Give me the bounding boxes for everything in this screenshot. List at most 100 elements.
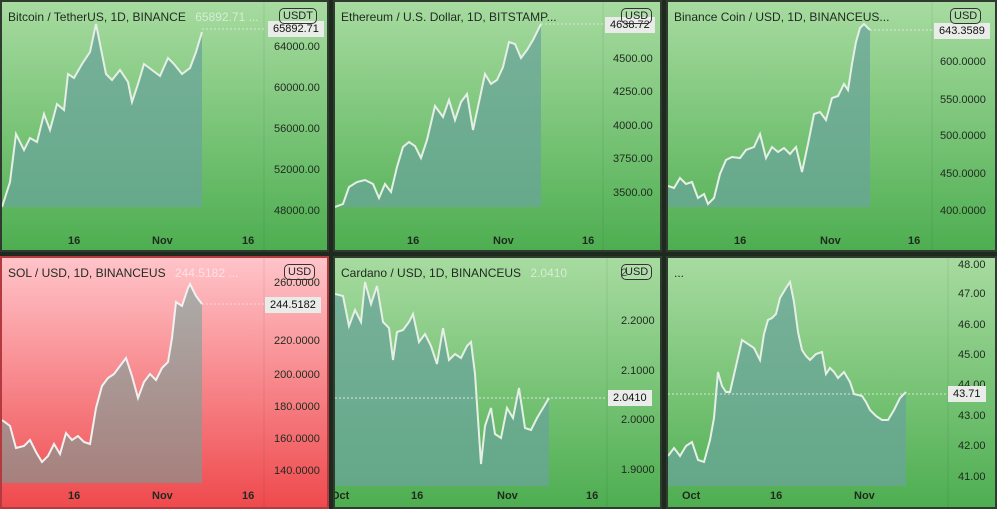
y-tick: 60000.00 [274, 82, 320, 94]
y-tick: 1.9000 [621, 464, 655, 476]
y-tick: 2.2000 [621, 315, 655, 327]
x-tick: 16 [407, 235, 419, 247]
price-line [2, 281, 203, 464]
y-tick: 48000.00 [274, 205, 320, 217]
symbol-last-price: 244.5182 ... [174, 266, 239, 280]
x-tick: Nov [854, 490, 876, 502]
symbol-title[interactable]: Binance Coin / USD, 1D, BINANCEUS... [674, 10, 889, 24]
price-line [335, 281, 550, 465]
x-tick: 16 [582, 235, 594, 247]
price-line [2, 23, 203, 208]
currency-badge[interactable]: USD [950, 8, 982, 24]
x-tick: 16 [734, 235, 746, 247]
currency-badge[interactable]: USD [621, 8, 653, 24]
y-tick: 4500.00 [613, 53, 653, 65]
x-tick: Nov [820, 235, 842, 247]
last-price-tag: 2.0410 [608, 390, 652, 406]
symbol-title[interactable]: ... [674, 266, 684, 280]
price-area [335, 282, 549, 486]
chart-panel-sol[interactable]: 260.0000 220.0000 200.0000 180.0000 160.… [0, 256, 329, 509]
last-price-tag: 244.5182 [265, 297, 321, 313]
x-tick: 16 [68, 235, 80, 247]
symbol-last-price: 65892.71 ... [195, 10, 259, 24]
x-tick: 16 [908, 235, 920, 247]
currency-badge[interactable]: USD [284, 264, 316, 280]
y-tick: 260.0000 [274, 277, 320, 289]
x-tick: Nov [152, 235, 174, 247]
y-tick: 4000.00 [613, 120, 653, 132]
chart-panel-binance-coin[interactable]: 600.0000 550.0000 500.0000 450.0000 400.… [666, 0, 997, 252]
y-tick: 3750.00 [613, 153, 653, 165]
chart-svg: 48.00 47.00 46.00 45.00 44.00 43.00 42.0… [668, 258, 986, 507]
y-tick: 400.0000 [940, 205, 986, 217]
y-tick: 4250.00 [613, 86, 653, 98]
y-tick: 56000.00 [274, 123, 320, 135]
x-tick: 16 [586, 490, 598, 502]
y-tick: 140.0000 [274, 465, 320, 477]
y-tick: 450.0000 [940, 168, 986, 180]
chart-svg: 64000.00 60000.00 56000.00 52000.00 4800… [2, 2, 320, 250]
last-price-tag: 65892.71 [268, 21, 324, 37]
symbol-last-price: 2.0410 [530, 266, 568, 280]
chart-svg: 600.0000 550.0000 500.0000 450.0000 400.… [668, 2, 986, 250]
symbol-title-text: Binance Coin / USD, 1D, BINANCEUS... [674, 10, 890, 24]
symbol-title[interactable]: Cardano / USD, 1D, BINANCEUS 2.0410 [341, 266, 567, 280]
y-tick: 47.00 [958, 288, 986, 300]
y-tick: 2.1000 [621, 365, 655, 377]
symbol-title-text: Bitcoin / TetherUS, 1D, BINANCE [8, 10, 186, 24]
x-tick: Oct [682, 490, 701, 502]
x-tick: 16 [242, 490, 254, 502]
x-tick: Nov [497, 490, 519, 502]
currency-badge[interactable]: USDT [279, 8, 317, 24]
x-tick: Oct [335, 490, 350, 502]
y-tick: 2 [621, 267, 627, 279]
last-price-tag: 643.3589 [934, 23, 990, 39]
y-tick: 64000.00 [274, 41, 320, 53]
y-tick: 160.0000 [274, 433, 320, 445]
x-tick: 16 [411, 490, 423, 502]
currency-badge[interactable]: USD [621, 264, 653, 280]
symbol-title[interactable]: Ethereum / U.S. Dollar, 1D, BITSTAMP... [341, 10, 557, 24]
chart-svg: 4500.00 4250.00 4000.00 3750.00 3500.00 … [335, 2, 653, 250]
y-tick: 550.0000 [940, 94, 986, 106]
x-tick: 16 [68, 490, 80, 502]
price-area [335, 24, 541, 207]
price-line [668, 22, 871, 206]
symbol-title-text: Cardano / USD, 1D, BINANCEUS [341, 266, 522, 280]
symbol-title[interactable]: Bitcoin / TetherUS, 1D, BINANCE 65892.71… [8, 10, 259, 24]
chart-panel-bitcoin[interactable]: 64000.00 60000.00 56000.00 52000.00 4800… [0, 0, 329, 252]
chart-panel-ethereum[interactable]: 4500.00 4250.00 4000.00 3750.00 3500.00 … [333, 0, 662, 252]
price-area [2, 24, 202, 207]
last-price-tag: 4638.72 [605, 17, 655, 33]
symbol-title-text: SOL / USD, 1D, BINANCEUS [8, 266, 166, 280]
chart-panel-cardano[interactable]: 2 2.2000 2.1000 2.0000 1.9000 Oct 16 Nov… [333, 256, 662, 509]
symbol-title-text: Ethereum / U.S. Dollar, 1D, BITSTAMP... [341, 10, 557, 24]
y-tick: 41.00 [958, 471, 986, 483]
x-tick: Nov [152, 490, 174, 502]
symbol-title[interactable]: SOL / USD, 1D, BINANCEUS 244.5182 ... [8, 266, 238, 280]
symbol-title-text: ... [674, 266, 685, 280]
chart-svg: 2 2.2000 2.1000 2.0000 1.9000 Oct 16 Nov… [335, 258, 655, 507]
chart-panel-unnamed[interactable]: 48.00 47.00 46.00 45.00 44.00 43.00 42.0… [666, 256, 997, 509]
chart-svg: 260.0000 220.0000 200.0000 180.0000 160.… [2, 258, 320, 507]
y-tick: 48.00 [958, 259, 986, 271]
price-area [2, 284, 202, 483]
x-tick: 16 [770, 490, 782, 502]
price-line [668, 279, 907, 464]
last-price-tag: 43.71 [948, 386, 986, 402]
price-area [668, 282, 906, 486]
y-tick: 52000.00 [274, 164, 320, 176]
y-tick: 3500.00 [613, 187, 653, 199]
y-tick: 43.00 [958, 410, 986, 422]
x-tick: Nov [493, 235, 515, 247]
y-tick: 220.0000 [274, 335, 320, 347]
y-tick: 180.0000 [274, 401, 320, 413]
y-tick: 42.00 [958, 440, 986, 452]
y-tick: 500.0000 [940, 130, 986, 142]
y-tick: 2.0000 [621, 414, 655, 426]
price-area [668, 24, 870, 207]
price-line [335, 23, 542, 208]
y-tick: 45.00 [958, 349, 986, 361]
x-tick: 16 [242, 235, 254, 247]
y-tick: 46.00 [958, 319, 986, 331]
